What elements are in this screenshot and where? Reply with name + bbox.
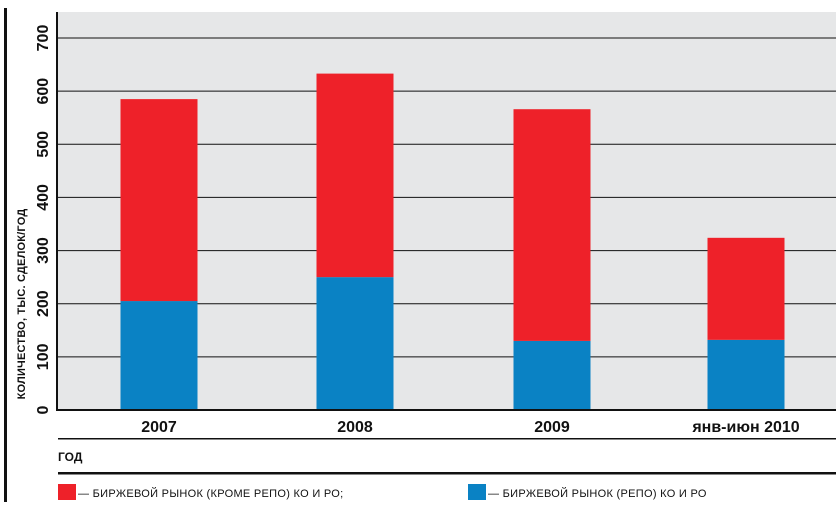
frame-left-line [4,8,7,502]
bar-segment [513,109,591,341]
legend-label: — БИРЖЕВОЙ РЫНОК (РЕПО) КО И РО [488,487,707,500]
legend-swatch [468,484,486,500]
x-title-bottom-divider [58,472,836,475]
legend-swatch [58,484,76,500]
bar-segment [120,301,198,410]
x-axis-title: ГОД [58,450,83,464]
y-tick-label: 100 [35,343,52,370]
legend-label: — БИРЖЕВОЙ РЫНОК (КРОМЕ РЕПО) КО И РО; [78,487,344,500]
x-axis-ticks: 2007 2008 2009 янв-июн 2010 [141,419,800,436]
y-axis-ticks: 0 100 200 300 400 500 600 700 [35,25,52,415]
y-tick-label: 600 [35,78,52,105]
bar-segment [707,339,785,410]
x-axis-line [56,409,836,411]
x-tick-label: 2008 [337,419,373,436]
bar-segment [120,99,198,302]
legend: — БИРЖЕВОЙ РЫНОК (КРОМЕ РЕПО) КО И РО; — … [58,484,707,500]
bar-segment [513,340,591,410]
x-title-top-divider [58,438,836,440]
y-axis-title: КОЛИЧЕСТВО, ТЫС. СДЕЛОК/ГОД [16,209,28,400]
x-tick-label: 2009 [534,419,570,436]
y-axis-line [56,12,58,410]
x-tick-label: янв-июн 2010 [691,419,799,436]
y-tick-label: 400 [35,184,52,211]
bar-segment [316,73,394,278]
y-tick-label: 700 [35,25,52,52]
y-tick-label: 500 [35,131,52,158]
y-tick-label: 200 [35,290,52,317]
bars [120,73,785,410]
bar-segment [316,277,394,410]
x-tick-label: 2007 [141,419,177,436]
y-tick-label: 300 [35,237,52,264]
y-tick-label: 0 [35,405,52,414]
bar-segment [707,237,785,340]
